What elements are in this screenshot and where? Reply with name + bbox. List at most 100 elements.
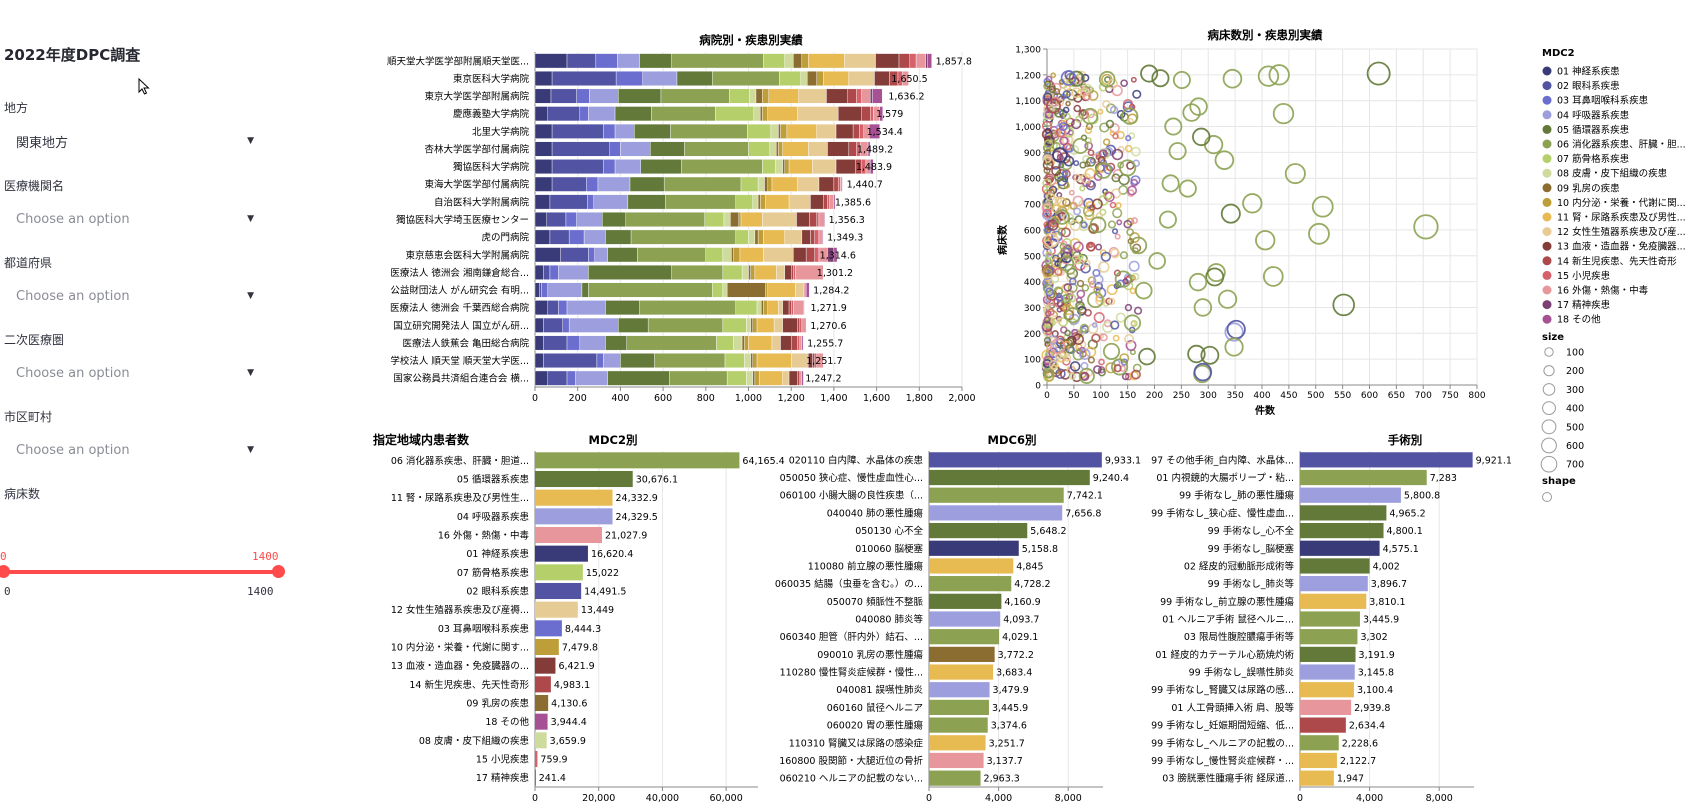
beds-slider-max-handle[interactable]: [272, 565, 285, 578]
bar-segment: [835, 123, 854, 139]
region-label: 地方: [4, 101, 29, 115]
scatter-point: [1205, 267, 1225, 287]
category-label: 東海大学医学部付属病院: [424, 179, 529, 191]
bar-value-label: 4,093.7: [1003, 615, 1039, 626]
category-label: 11 腎・尿路系疾患及び男性生...: [391, 492, 529, 504]
bar-segment: [776, 264, 785, 280]
scatter-point: [1042, 208, 1052, 218]
bar-segment: [771, 335, 781, 351]
prefecture-select[interactable]: Choose an option ▼: [4, 279, 266, 313]
scatter-point: [1106, 284, 1118, 296]
bar: [1300, 611, 1360, 627]
category-label: 01 経皮的カテーテル心筋焼灼術: [1155, 649, 1294, 661]
bar-segment: [797, 370, 800, 386]
bar-segment: [821, 229, 824, 245]
bar-segment: [534, 123, 553, 139]
bar-segment: [872, 88, 883, 104]
bar-segment: [827, 141, 850, 157]
x-tick-label: 200: [569, 393, 587, 404]
bar-segment: [793, 247, 807, 263]
size-legend-symbol: [1543, 365, 1555, 377]
bar: [1300, 505, 1387, 521]
bar: [535, 713, 548, 730]
legend-label: 06 消化器系疾患、肝臓・胆...: [1557, 139, 1686, 151]
category-label: 060020 胃の悪性腫瘍: [827, 720, 924, 732]
bar-value-label: 24,329.5: [616, 512, 658, 523]
bar: [1300, 770, 1334, 786]
bar-segment: [566, 53, 597, 69]
x-tick-label: 200: [1146, 391, 1163, 401]
scatter-point: [1107, 297, 1116, 306]
scatter-point: [1080, 221, 1088, 229]
bar-segment: [795, 282, 805, 298]
x-tick-label: 300: [1200, 391, 1217, 401]
scatter-point: [1082, 259, 1091, 267]
category-label: 07 筋骨格系疾患: [457, 567, 529, 579]
bar-segment: [539, 282, 542, 298]
bar: [1300, 752, 1337, 769]
scatter-point: [1073, 104, 1082, 113]
bar-total-label: 1,247.2: [805, 374, 841, 385]
bar-segment: [803, 282, 807, 298]
bar-value-label: 5,158.8: [1022, 544, 1058, 555]
category-label: 15 小児疾患: [476, 754, 529, 766]
scatter-point: [1050, 274, 1060, 284]
bar-value-label: 759.9: [540, 755, 567, 766]
bar-total-label: 1,301.2: [817, 268, 853, 279]
bar-segment: [859, 123, 864, 139]
scatter-point: [1107, 220, 1117, 229]
bar-segment: [793, 264, 796, 280]
beds-slider-track[interactable]: [4, 570, 278, 574]
bar-value-label: 4,575.1: [1383, 544, 1419, 555]
category-label: 99 手術なし_肺の悪性腫瘍: [1179, 490, 1294, 502]
scatter-point: [1222, 68, 1243, 89]
bar-segment: [607, 370, 670, 386]
bar-segment: [754, 370, 760, 386]
secondary-area-select[interactable]: Choose an option ▼: [4, 356, 266, 390]
category-label: 01 ヘルニア手術 鼠径ヘルニ...: [1162, 614, 1294, 626]
scatter-point: [1272, 102, 1295, 125]
bar-segment: [579, 106, 589, 122]
bar-segment: [791, 335, 798, 351]
x-tick-label: 50: [1068, 391, 1080, 401]
bar-segment: [869, 159, 874, 175]
bar-value-label: 4,002: [1373, 561, 1400, 572]
scatter-point: [1042, 358, 1052, 368]
scatter-point: [1072, 241, 1084, 253]
city-select-placeholder: Choose an option: [16, 442, 130, 458]
x-tick-label: 4,000: [985, 793, 1012, 804]
bar: [1300, 682, 1354, 698]
scatter-point: [1192, 127, 1211, 147]
bar-value-label: 21,027.9: [605, 531, 647, 542]
legend-label: 18 その他: [1557, 314, 1601, 326]
size-legend-symbol: [1542, 401, 1556, 416]
bar-segment: [639, 300, 736, 316]
bar-segment: [534, 159, 553, 175]
bar-segment: [618, 317, 649, 333]
region-select[interactable]: 関東地方 ▼: [4, 124, 266, 158]
x-tick-label: 150: [1119, 391, 1136, 401]
chart-title: MDC2別: [589, 433, 638, 447]
scatter-point: [1413, 214, 1439, 240]
bar-segment: [898, 53, 910, 69]
city-select[interactable]: Choose an option ▼: [4, 433, 266, 467]
beds-slider-min-handle[interactable]: [0, 565, 10, 578]
bar-segment: [816, 71, 824, 86]
category-label: 040040 肺の悪性腫瘍: [827, 507, 924, 519]
scatter-point: [1073, 160, 1080, 167]
bar-segment: [801, 317, 807, 333]
bar-segment: [823, 212, 825, 227]
bar-segment: [587, 194, 594, 210]
scatter-point: [1079, 185, 1086, 192]
bar: [929, 629, 1000, 645]
bar-segment: [676, 71, 713, 86]
scatter-point: [1091, 198, 1103, 210]
bar-segment: [588, 247, 595, 263]
scatter-point: [1043, 166, 1051, 175]
facility-select[interactable]: Choose an option ▼: [4, 202, 266, 236]
scatter-point: [1087, 356, 1095, 364]
bar-segment: [874, 71, 890, 86]
bar-segment: [618, 88, 662, 104]
category-label: 050070 頻脈性不整脈: [827, 596, 924, 608]
bar-segment: [758, 370, 783, 386]
